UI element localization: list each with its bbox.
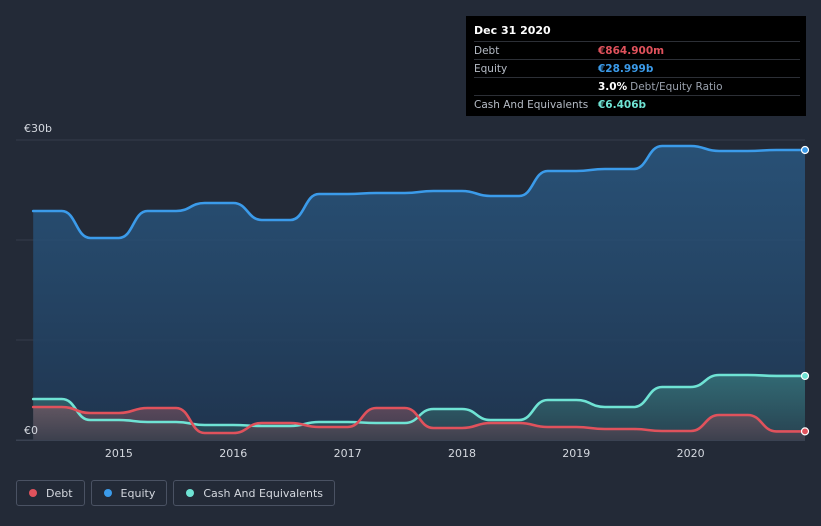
- equity-end-marker: [800, 145, 810, 155]
- tooltip-debt-label: Debt: [474, 44, 500, 57]
- x-axis-labels: 2015 2016 2017 2018 2019 2020: [105, 447, 705, 460]
- x-tick-label: 2018: [448, 447, 476, 460]
- series-areas: [33, 146, 805, 440]
- legend-item-cash[interactable]: Cash And Equivalents: [173, 480, 335, 506]
- x-tick-label: 2017: [334, 447, 362, 460]
- tooltip-cash-label: Cash And Equivalents: [474, 98, 589, 111]
- legend-debt-label: Debt: [46, 486, 73, 500]
- tooltip-equity-row: Equity €28.999b: [474, 60, 800, 78]
- legend-item-equity[interactable]: Equity: [90, 480, 168, 506]
- cash-area: [33, 375, 805, 440]
- series-lines: [31, 144, 807, 435]
- chart-legend: Debt Equity Cash And Equivalents: [16, 480, 335, 506]
- tooltip-ratio-label: Debt/Equity Ratio: [630, 80, 723, 93]
- tooltip-date: Dec 31 2020: [474, 24, 800, 42]
- tooltip-ratio-row: 3.0% Debt/Equity Ratio: [474, 78, 800, 96]
- debt-area: [33, 407, 805, 440]
- x-tick-label: 2015: [105, 447, 133, 460]
- x-tick-label: 2016: [219, 447, 247, 460]
- cash-dot-icon: [186, 489, 195, 497]
- tooltip-cash-row: Cash And Equivalents €6.406b: [474, 96, 800, 113]
- data-tooltip: Dec 31 2020 Debt €864.900m Equity €28.99…: [466, 16, 806, 116]
- equity-line: [31, 144, 807, 240]
- tooltip-equity-value: €28.999b: [598, 62, 654, 75]
- debt-dot-icon: [29, 489, 37, 497]
- end-markers: [800, 145, 810, 436]
- equity-dot-icon: [103, 489, 112, 497]
- tooltip-debt-row: Debt €864.900m: [474, 42, 800, 60]
- legend-equity-label: Equity: [120, 486, 156, 500]
- tooltip-cash-value: €6.406b: [598, 98, 647, 111]
- legend-cash-label: Cash And Equivalents: [203, 486, 323, 500]
- equity-area: [33, 146, 805, 440]
- tooltip-equity-label: Equity: [474, 62, 508, 75]
- y-tick-label: €0: [24, 424, 38, 437]
- debt-end-marker: [800, 427, 810, 436]
- legend-item-debt[interactable]: Debt: [16, 480, 85, 506]
- debt-line: [31, 405, 807, 435]
- y-tick-label: €30b: [24, 122, 52, 135]
- x-tick-label: 2020: [677, 447, 705, 460]
- y-axis-labels: €0 €30b: [24, 122, 52, 437]
- x-tick-label: 2019: [562, 447, 590, 460]
- tooltip-ratio-value: 3.0%: [598, 80, 628, 93]
- cash-end-marker: [800, 371, 810, 381]
- tooltip-debt-value: €864.900m: [598, 44, 665, 57]
